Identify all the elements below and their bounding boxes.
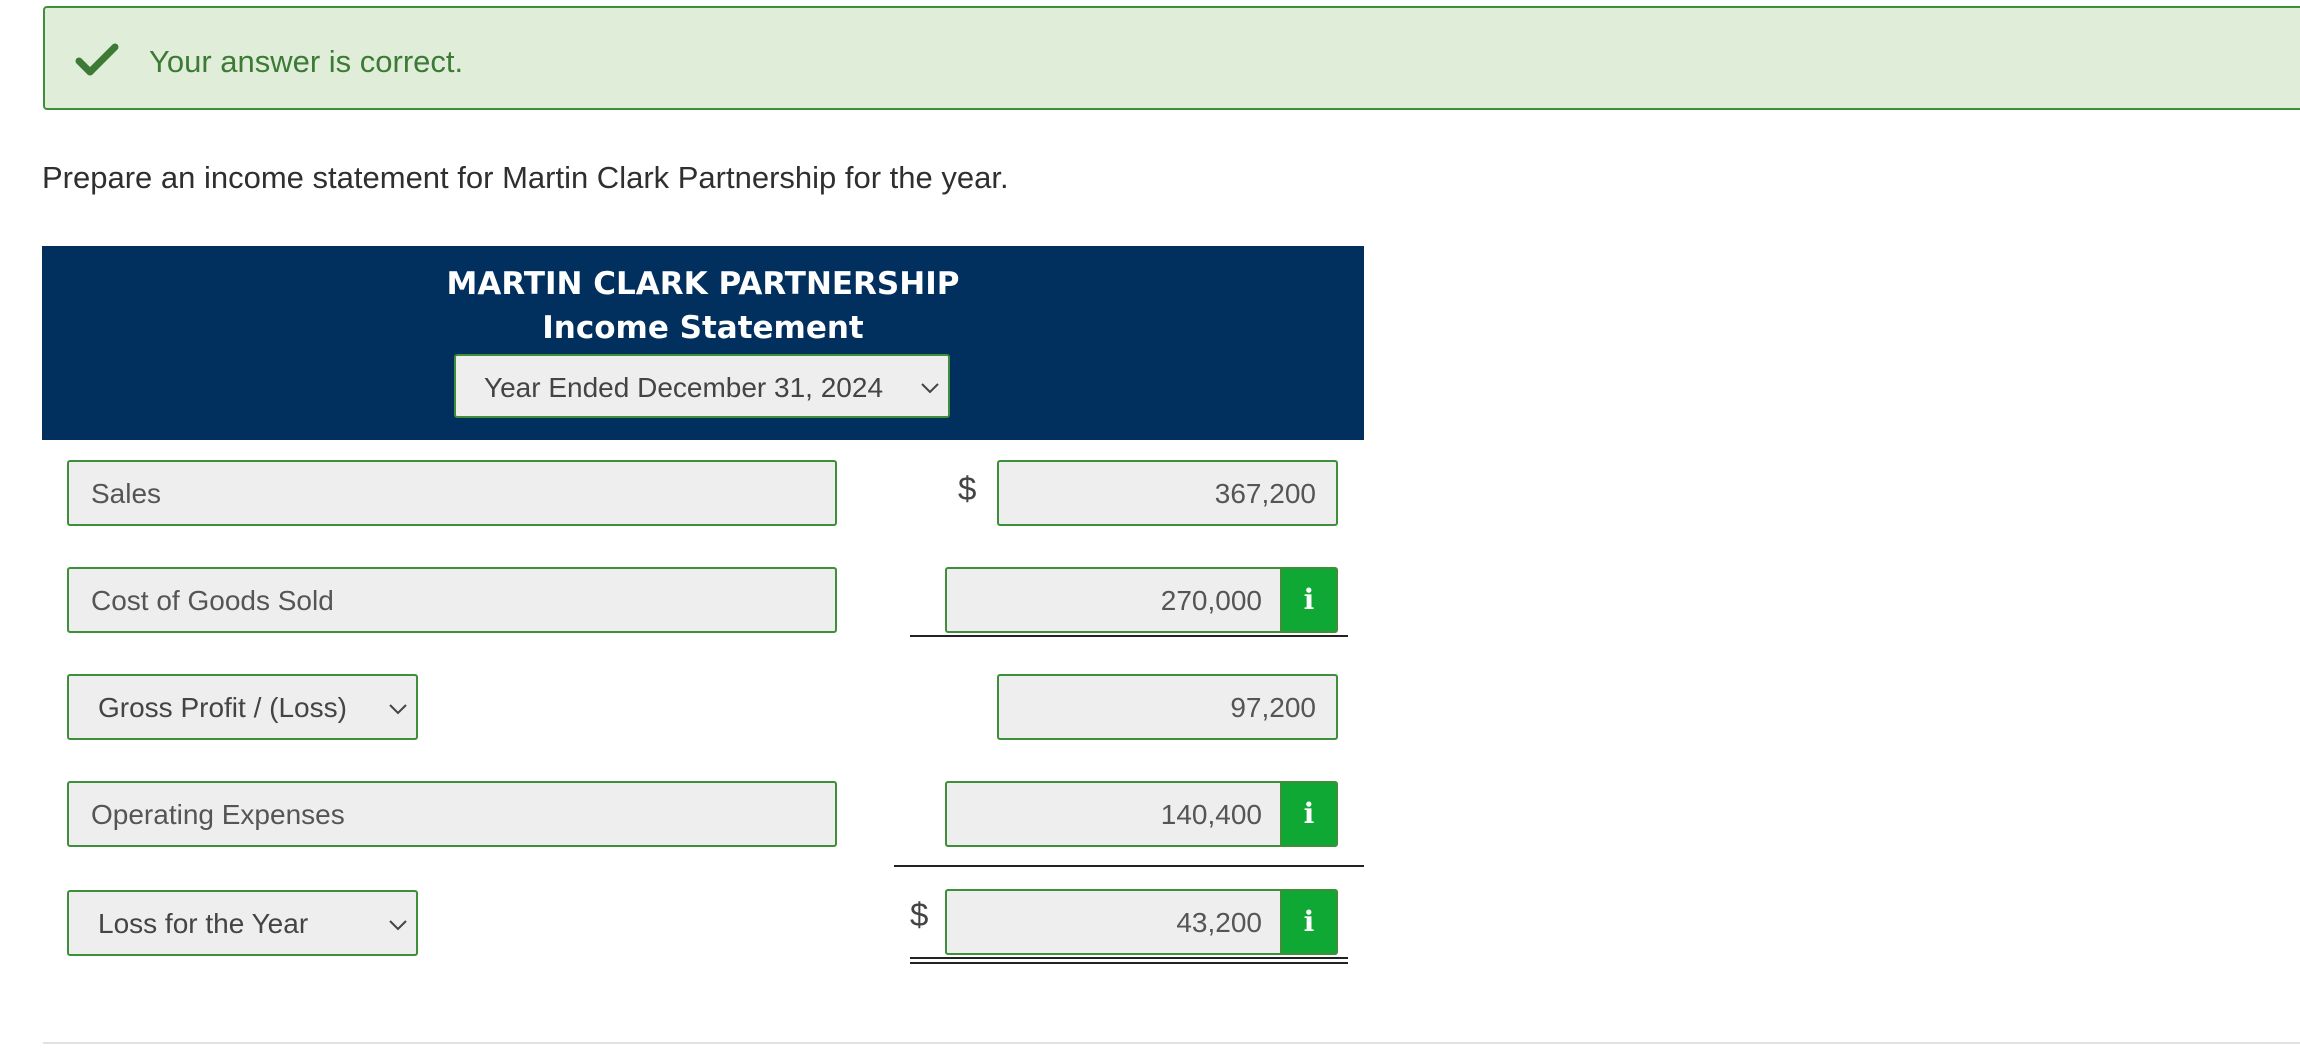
net-result-amount-field[interactable]: 43,200 i xyxy=(945,889,1338,955)
total-double-rule xyxy=(910,957,1348,964)
question-instruction: Prepare an income statement for Martin C… xyxy=(42,160,1009,195)
gross-profit-amount: 97,200 xyxy=(1230,692,1316,723)
checkmark-icon xyxy=(75,43,119,76)
net-result-select[interactable]: Loss for the Year xyxy=(67,890,418,956)
period-select-value: Year Ended December 31, 2024 xyxy=(484,372,884,403)
chevron-down-icon xyxy=(921,383,939,394)
cogs-amount: 270,000 xyxy=(1160,585,1262,616)
subtotal-rule xyxy=(910,635,1348,637)
operating-expenses-amount: 140,400 xyxy=(1160,799,1262,830)
statement-title: Income Statement xyxy=(542,310,864,346)
sales-amount-field[interactable]: 367,200 xyxy=(997,460,1338,526)
net-result-label: Loss for the Year xyxy=(98,908,309,939)
cogs-label: Cost of Goods Sold xyxy=(91,585,334,616)
period-select[interactable]: Year Ended December 31, 2024 xyxy=(454,354,950,418)
gross-profit-amount-field[interactable]: 97,200 xyxy=(997,674,1338,740)
sales-amount: 367,200 xyxy=(1214,478,1316,509)
info-icon[interactable]: i xyxy=(1280,569,1336,631)
operating-expenses-label: Operating Expenses xyxy=(91,799,345,830)
company-name: MARTIN CLARK PARTNERSHIP xyxy=(446,266,960,302)
currency-symbol: $ xyxy=(958,470,977,507)
subtotal-rule xyxy=(894,865,1364,867)
gross-profit-select[interactable]: Gross Profit / (Loss) xyxy=(67,674,418,740)
cogs-amount-field[interactable]: 270,000 i xyxy=(945,567,1338,633)
currency-symbol: $ xyxy=(910,896,929,933)
feedback-banner: Your answer is correct. xyxy=(43,6,2300,110)
cogs-label-field[interactable]: Cost of Goods Sold xyxy=(67,567,837,633)
gross-profit-label: Gross Profit / (Loss) xyxy=(98,692,347,723)
sales-label-field[interactable]: Sales xyxy=(67,460,837,526)
net-result-amount: 43,200 xyxy=(1176,907,1262,938)
operating-expenses-amount-field[interactable]: 140,400 i xyxy=(945,781,1338,847)
operating-expenses-label-field[interactable]: Operating Expenses xyxy=(67,781,837,847)
sales-label: Sales xyxy=(91,478,162,509)
statement-header: MARTIN CLARK PARTNERSHIP Income Statemen… xyxy=(42,246,1364,440)
info-icon[interactable]: i xyxy=(1280,783,1336,845)
feedback-message: Your answer is correct. xyxy=(149,44,464,79)
section-divider xyxy=(43,1042,2300,1044)
info-icon[interactable]: i xyxy=(1280,891,1336,953)
chevron-down-icon xyxy=(389,920,407,931)
chevron-down-icon xyxy=(389,704,407,715)
